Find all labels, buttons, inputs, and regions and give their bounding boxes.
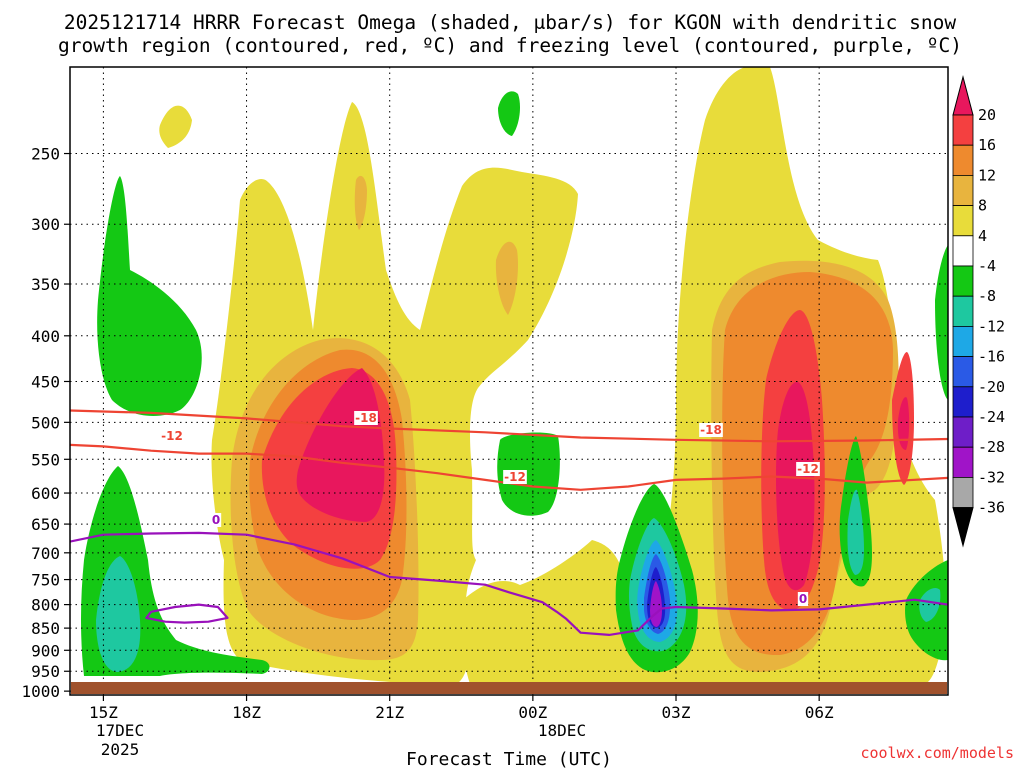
y-tick-label-900: 900 — [31, 641, 60, 660]
y-tick-label-300: 300 — [31, 215, 60, 234]
colorbar-bin-13 — [952, 476, 974, 508]
contour-label-bg — [160, 429, 184, 443]
colorbar-label-2: 12 — [978, 166, 996, 184]
x-axis-title: Forecast Time (UTC) — [406, 749, 612, 768]
contour-label-dendritic-18a: -18 — [355, 411, 377, 425]
omega-shading — [81, 67, 948, 685]
y-tick-label-400: 400 — [31, 327, 60, 346]
colorbar-bin-10 — [952, 386, 974, 418]
colorbar-bin-1 — [952, 114, 974, 146]
colorbar-label-8: -16 — [978, 348, 1005, 366]
colorbar-label-11: -28 — [978, 438, 1005, 456]
y-tick-label-1000: 1000 — [21, 682, 60, 701]
colorbar-label-9: -20 — [978, 378, 1005, 396]
omega-fill-orange-thread — [495, 241, 518, 315]
colorbar-bin-12 — [952, 446, 974, 478]
y-tick-label-750: 750 — [31, 571, 60, 590]
colorbar-bottom-arrow — [952, 507, 974, 548]
y-tick-label-550: 550 — [31, 450, 60, 469]
y-tick-label-600: 600 — [31, 484, 60, 503]
colorbar-top-arrow — [952, 75, 974, 116]
contour-label-dendritic-12b: -12 — [504, 470, 526, 484]
x-date-label-1: 17DEC — [96, 721, 144, 740]
colorbar-label-12: -32 — [978, 468, 1005, 486]
colorbar-bin-7 — [952, 295, 974, 327]
x-tick-label-3: 00Z — [518, 703, 547, 722]
y-tick-label-250: 250 — [31, 145, 60, 164]
dendritic-contours — [70, 409, 948, 491]
y-tick-label-700: 700 — [31, 544, 60, 563]
colorbar-label-1: 16 — [978, 136, 996, 154]
colorbar-label-3: 8 — [978, 197, 987, 215]
y-tick-label-650: 650 — [31, 515, 60, 534]
contour-label-dendritic-12a: -12 — [161, 429, 183, 443]
omega-fill-magenta-east2 — [897, 397, 910, 450]
y-tick-label-950: 950 — [31, 662, 60, 681]
contour-label-bg — [699, 423, 723, 437]
chart-title-line2: growth region (contoured, red, ºC) and f… — [58, 34, 962, 57]
colorbar-label-6: -8 — [978, 287, 996, 305]
omega-fill-magenta-west — [296, 368, 385, 522]
omega-fill-yellow-nw — [159, 105, 192, 148]
freezing-contour-1 — [145, 603, 229, 624]
colorbar-label-13: -36 — [978, 499, 1005, 517]
contour-labels: -18 -18 -12 -12 -12 0 0 — [160, 411, 820, 606]
contour-label-freezing-0a: 0 — [212, 513, 220, 527]
omega-fill-yellow-lower — [461, 540, 634, 684]
contour-label-dendritic-18b: -18 — [700, 423, 722, 437]
contour-label-bg — [354, 411, 378, 425]
x-axis: 15Z 18Z 21Z 00Z 03Z 06Z — [89, 695, 834, 722]
omega-fill-teal-right — [919, 588, 941, 622]
colorbar-bin-5 — [952, 235, 974, 267]
colorbar-label-10: -24 — [978, 408, 1005, 426]
credit-text: coolwx.com/models — [860, 744, 1014, 762]
y-tick-label-850: 850 — [31, 619, 60, 638]
x-tick-label-1: 18Z — [232, 703, 261, 722]
colorbar-label-0: 20 — [978, 106, 996, 124]
y-tick-label-450: 450 — [31, 372, 60, 391]
contour-label-bg — [796, 462, 820, 476]
colorbar-label-7: -12 — [978, 317, 1005, 335]
x-tick-label-0: 15Z — [89, 703, 118, 722]
omega-fill-darkorange-nw — [354, 175, 367, 230]
omega-fill-green-mid — [497, 432, 560, 516]
freezing-contours — [70, 531, 948, 637]
omega-fill-teal-east — [847, 489, 864, 575]
dendritic-contour-1 — [70, 443, 948, 491]
contour-label-bg — [797, 592, 809, 606]
colorbar-bin-4 — [952, 205, 974, 237]
colorbar-bin-3 — [952, 174, 974, 206]
y-tick-label-350: 350 — [31, 275, 60, 294]
omega-fill-magenta-east — [776, 381, 815, 591]
contour-label-dendritic-12c: -12 — [797, 462, 819, 476]
chart-title-line1: 2025121714 HRRR Forecast Omega (shaded, … — [64, 11, 956, 34]
omega-fill-green-upperleft — [97, 176, 202, 416]
colorbar-bin-6 — [952, 265, 974, 297]
x-date-label-1-year: 2025 — [101, 740, 140, 759]
y-tick-label-800: 800 — [31, 596, 60, 615]
colorbar-label-5: -4 — [978, 257, 996, 275]
colorbar-bin-2 — [952, 144, 974, 176]
colorbar-bin-11 — [952, 416, 974, 448]
colorbar-label-4: 4 — [978, 227, 987, 245]
colorbar-bin-8 — [952, 325, 974, 357]
ground-strip — [71, 682, 947, 694]
contour-label-bg — [503, 470, 527, 484]
y-axis: 250 300 350 400 450 500 550 600 650 700 750 800 850 9… — [21, 145, 70, 701]
x-tick-label-2: 21Z — [375, 703, 404, 722]
colorbar-bin-9 — [952, 356, 974, 388]
dendritic-contour-0 — [70, 409, 948, 443]
time-gridlines — [102, 67, 820, 695]
colorbar: 20 16 12 8 4 -4 -8 -12 -16 -20 -24 -28 -32 -36 — [952, 75, 1005, 548]
x-tick-label-5: 06Z — [805, 703, 834, 722]
y-tick-label-500: 500 — [31, 413, 60, 432]
contour-label-freezing-0b: 0 — [799, 592, 807, 606]
omega-fill-green-top — [498, 91, 520, 136]
x-tick-label-4: 03Z — [662, 703, 691, 722]
freezing-contour-0 — [70, 531, 948, 637]
omega-fill-teal-lowerleft — [96, 556, 141, 672]
contour-label-bg — [210, 513, 222, 527]
x-date-label-2: 18DEC — [538, 721, 586, 740]
